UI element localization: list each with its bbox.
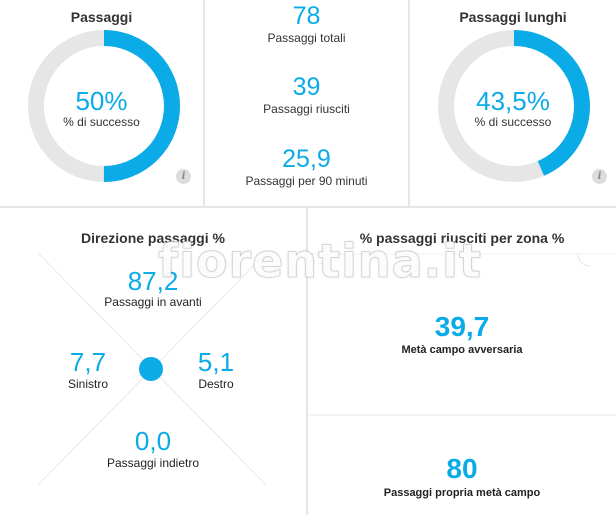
divider-top-left [203, 0, 205, 207]
pitch-lines [309, 253, 616, 416]
zona-avversaria-value: 39,7 [434, 311, 490, 342]
stat-riusciti-value: 39 [292, 73, 321, 101]
passaggi-donut [28, 30, 180, 182]
lunghi-donut-arc [438, 30, 590, 182]
lunghi-panel: Passaggi lunghi 43,5% % di successo i [410, 0, 616, 206]
passaggi-percent-label: % di successo [63, 115, 140, 129]
stat-per90-value: 25,9 [282, 145, 331, 173]
stat-riusciti: 39 Passaggi riusciti [205, 73, 408, 117]
stat-riusciti-label: Passaggi riusciti [263, 102, 350, 116]
passaggi-donut-arc [28, 30, 180, 182]
zona-panel: % passaggi riusciti per zona % 39,7 Metà… [308, 208, 616, 515]
divider-bottom [306, 208, 308, 515]
zona-avversaria-label: Metà campo avversaria [401, 344, 523, 356]
divider-top-right [408, 0, 410, 207]
direzione-avanti-value: 87,2 [127, 266, 179, 296]
direzione-indietro-value: 0,0 [134, 426, 172, 456]
lunghi-info-icon[interactable]: i [592, 169, 607, 184]
direzione-title: Direzione passaggi % [81, 230, 225, 246]
stat-totali-value: 78 [292, 2, 321, 30]
direzione-avanti-label: Passaggi in avanti [104, 295, 202, 309]
lunghi-donut [438, 30, 590, 182]
zona-title: % passaggi riusciti per zona % [359, 230, 565, 246]
direzione-sinistro-value: 7,7 [69, 347, 107, 377]
stat-per90-label: Passaggi per 90 minuti [245, 174, 368, 188]
stats-panel: 78 Passaggi totali 39 Passaggi riusciti … [205, 0, 408, 206]
lunghi-percent-label: % di successo [474, 115, 552, 129]
direzione-sinistro-label: Sinistro [67, 377, 108, 391]
lunghi-percent: 43,5% [476, 86, 550, 116]
stat-per90: 25,9 Passaggi per 90 minuti [205, 145, 408, 189]
direzione-indietro-label: Passaggi indietro [106, 456, 200, 470]
passaggi-panel: Passaggi 50% % di successo i [0, 0, 203, 206]
passaggi-percent: 50% [75, 86, 128, 116]
lunghi-title: Passaggi lunghi [459, 9, 567, 25]
passaggi-title: Passaggi [70, 9, 133, 25]
stat-totali-label: Passaggi totali [267, 31, 346, 45]
direzione-center-dot [139, 357, 163, 381]
zona-propria-label: Passaggi propria metà campo [383, 487, 541, 499]
direzione-panel: Direzione passaggi % 87,2 Passaggi in av… [0, 208, 306, 515]
direzione-destro-label: Destro [198, 377, 234, 391]
passaggi-info-icon[interactable]: i [176, 169, 191, 184]
direzione-destro-value: 5,1 [197, 347, 235, 377]
zona-propria-value: 80 [446, 453, 478, 484]
stat-totali: 78 Passaggi totali [205, 2, 408, 46]
divider-middle [0, 206, 616, 208]
